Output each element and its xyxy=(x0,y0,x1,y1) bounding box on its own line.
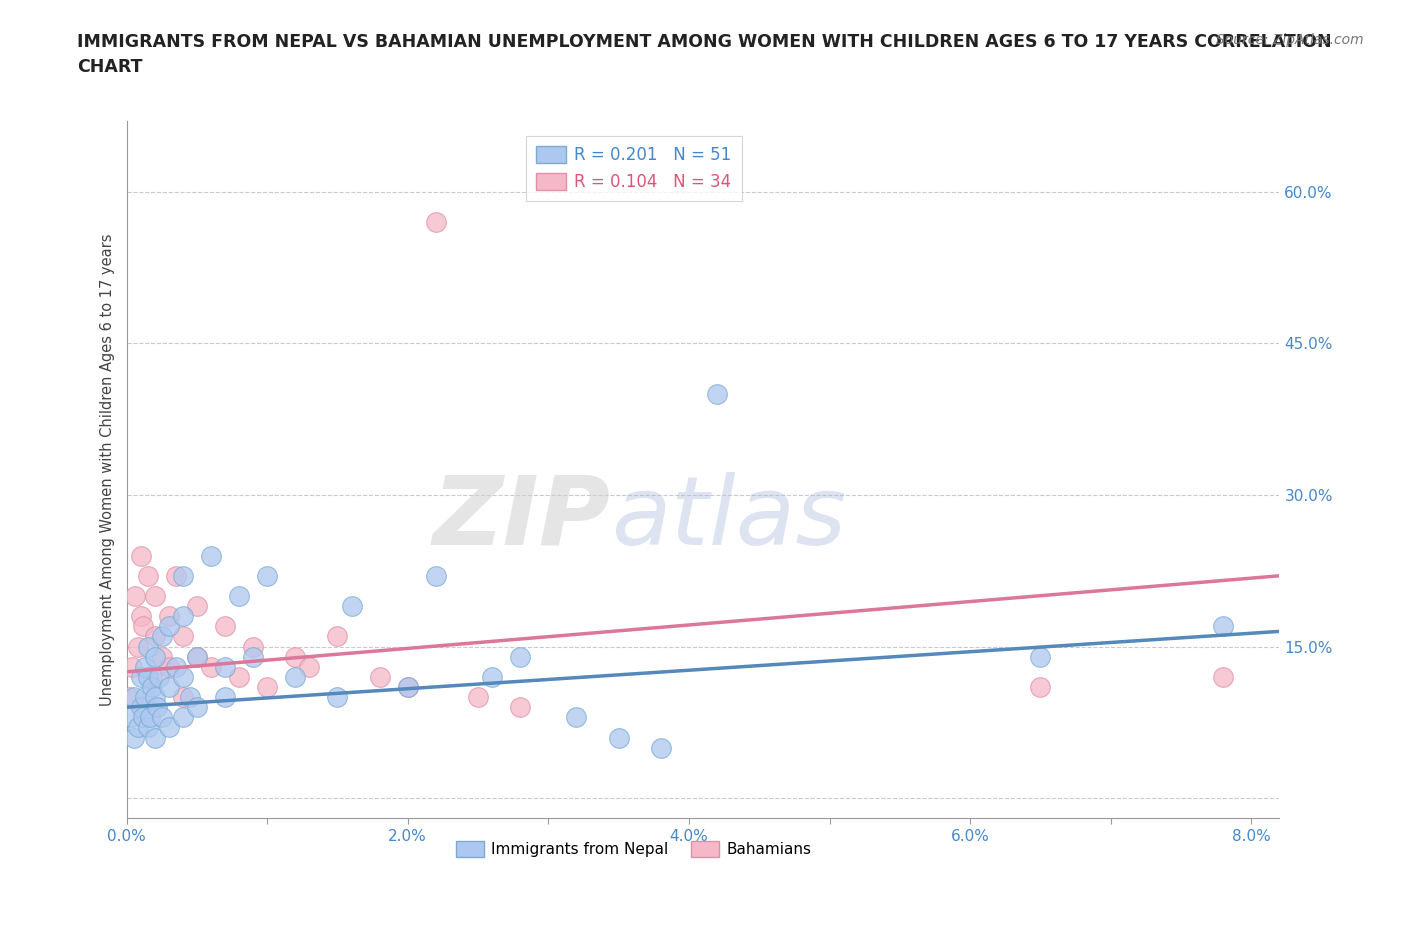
Point xyxy=(172,670,194,684)
Point xyxy=(1212,618,1234,633)
Point xyxy=(122,690,145,705)
Point xyxy=(157,680,180,695)
Point xyxy=(132,618,155,633)
Point xyxy=(650,740,672,755)
Point xyxy=(186,649,208,664)
Point xyxy=(186,599,208,614)
Point xyxy=(143,730,166,745)
Point xyxy=(1029,649,1052,664)
Y-axis label: Unemployment Among Women with Children Ages 6 to 17 years: Unemployment Among Women with Children A… xyxy=(100,233,115,706)
Point xyxy=(256,568,278,583)
Point xyxy=(143,690,166,705)
Point xyxy=(150,710,173,724)
Point xyxy=(200,659,222,674)
Point xyxy=(120,710,142,724)
Point xyxy=(340,599,363,614)
Point xyxy=(326,629,349,644)
Point xyxy=(136,639,159,654)
Point xyxy=(165,659,187,674)
Point xyxy=(172,568,194,583)
Point xyxy=(121,659,143,674)
Text: ZIP: ZIP xyxy=(433,472,610,565)
Text: atlas: atlas xyxy=(610,472,846,565)
Point xyxy=(607,730,630,745)
Point xyxy=(467,690,489,705)
Point xyxy=(509,699,531,714)
Point xyxy=(1212,670,1234,684)
Point xyxy=(129,548,152,563)
Point xyxy=(172,710,194,724)
Point xyxy=(228,670,250,684)
Point xyxy=(141,670,163,684)
Point xyxy=(565,710,588,724)
Point xyxy=(242,649,264,664)
Point xyxy=(122,730,145,745)
Point xyxy=(425,568,447,583)
Point xyxy=(132,710,155,724)
Point xyxy=(298,659,321,674)
Point xyxy=(179,690,201,705)
Point xyxy=(157,720,180,735)
Point xyxy=(214,690,236,705)
Text: IMMIGRANTS FROM NEPAL VS BAHAMIAN UNEMPLOYMENT AMONG WOMEN WITH CHILDREN AGES 6 : IMMIGRANTS FROM NEPAL VS BAHAMIAN UNEMPL… xyxy=(77,33,1331,75)
Point xyxy=(172,690,194,705)
Point xyxy=(214,659,236,674)
Point xyxy=(127,639,149,654)
Point xyxy=(141,680,163,695)
Point xyxy=(143,589,166,604)
Point xyxy=(228,589,250,604)
Point xyxy=(134,690,156,705)
Point xyxy=(136,568,159,583)
Point xyxy=(143,629,166,644)
Point xyxy=(157,609,180,624)
Point xyxy=(157,618,180,633)
Point xyxy=(509,649,531,664)
Point xyxy=(284,670,307,684)
Point xyxy=(242,639,264,654)
Point xyxy=(129,699,152,714)
Point xyxy=(326,690,349,705)
Point xyxy=(124,589,146,604)
Point xyxy=(143,649,166,664)
Point xyxy=(172,629,194,644)
Point xyxy=(150,629,173,644)
Legend: Immigrants from Nepal, Bahamians: Immigrants from Nepal, Bahamians xyxy=(450,835,818,863)
Text: Source: ZipAtlas.com: Source: ZipAtlas.com xyxy=(1216,33,1364,46)
Point xyxy=(134,659,156,674)
Point xyxy=(200,548,222,563)
Point xyxy=(396,680,419,695)
Point xyxy=(481,670,503,684)
Point xyxy=(368,670,391,684)
Point xyxy=(396,680,419,695)
Point xyxy=(256,680,278,695)
Point xyxy=(148,670,170,684)
Point xyxy=(136,670,159,684)
Point xyxy=(129,609,152,624)
Point xyxy=(165,568,187,583)
Point xyxy=(136,720,159,735)
Point xyxy=(157,659,180,674)
Point xyxy=(186,649,208,664)
Point xyxy=(118,690,141,705)
Point xyxy=(284,649,307,664)
Point xyxy=(139,710,162,724)
Point xyxy=(146,699,169,714)
Point xyxy=(1029,680,1052,695)
Point xyxy=(186,699,208,714)
Point xyxy=(150,649,173,664)
Point xyxy=(129,670,152,684)
Point xyxy=(425,215,447,230)
Point xyxy=(214,618,236,633)
Point xyxy=(706,386,728,401)
Point xyxy=(172,609,194,624)
Point xyxy=(127,720,149,735)
